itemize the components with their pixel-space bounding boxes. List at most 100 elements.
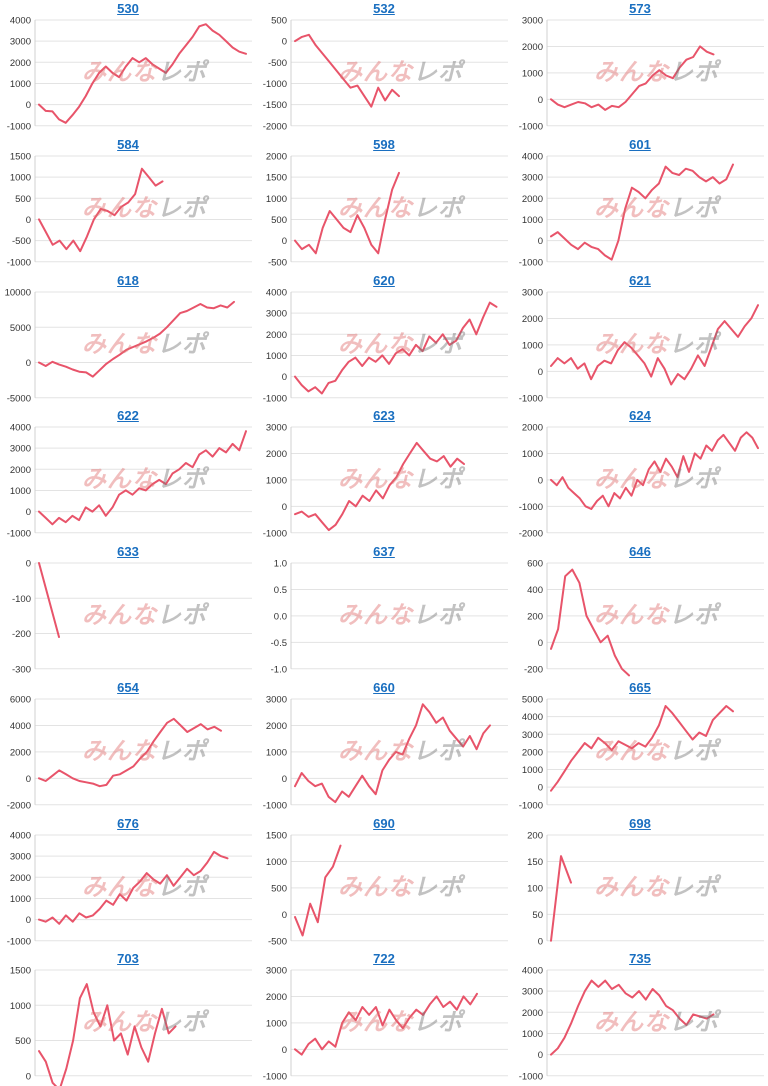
chart-title-link[interactable]: 703 [117, 951, 139, 967]
chart-title-link[interactable]: 622 [117, 408, 139, 424]
series-line [38, 983, 177, 1086]
y-tick-label: 0 [26, 1072, 31, 1083]
chart-title-link[interactable]: 530 [117, 1, 139, 16]
y-tick-label: -1000 [7, 121, 31, 132]
chart-title-link[interactable]: 584 [117, 136, 139, 152]
y-tick-label: 1000 [10, 1001, 31, 1012]
y-tick-label: 0 [282, 1045, 287, 1056]
chart-title-link[interactable]: 637 [373, 544, 395, 559]
chart-svg: -1000 0 1000 2000 3000 4000 [7, 423, 252, 540]
chart-title-link[interactable]: 646 [629, 544, 651, 559]
y-tick-label: 2000 [522, 194, 543, 205]
y-tick-label: 2000 [10, 58, 31, 69]
y-tick-label: 0 [538, 476, 543, 487]
y-tick-label: 1000 [266, 350, 287, 361]
chart-title-link[interactable]: 722 [373, 951, 395, 967]
y-tick-label: -1000 [7, 936, 31, 947]
chart-svg: -500 0 500 1000 1500 2000 [266, 151, 508, 268]
chart-title-link[interactable]: 660 [373, 679, 395, 695]
chart-panel: -1000 0 1000 2000 3000 621 みんなレポ [512, 272, 768, 408]
y-tick-label: 1000 [522, 215, 543, 226]
chart-panel: -1000 0 1000 2000 3000 573 みんなレポ [512, 0, 768, 136]
series-line [294, 844, 342, 936]
chart-panel: -1000 0 1000 2000 3000 4000 676 みんなレポ [0, 815, 256, 951]
y-tick-label: 1.0 [274, 559, 287, 570]
y-tick-label: 0 [26, 507, 31, 518]
chart-title-link[interactable]: 735 [629, 951, 651, 967]
chart-svg: -1000 0 1000 2000 3000 [263, 694, 508, 811]
chart-title-link[interactable]: 621 [629, 272, 651, 288]
chart-title-link[interactable]: 690 [373, 815, 395, 831]
chart-panel: -2000 -1500 -1000 -500 0 500 532 みんなレポ [256, 0, 512, 136]
y-tick-label: -1000 [519, 121, 543, 132]
chart-title-link[interactable]: 618 [117, 272, 139, 288]
y-tick-label: 3000 [522, 16, 543, 27]
y-tick-label: 4000 [522, 712, 543, 723]
chart-title-link[interactable]: 698 [629, 815, 651, 831]
chart-title-link[interactable]: 620 [373, 272, 395, 288]
y-tick-label: 2000 [522, 423, 543, 434]
y-tick-label: 1000 [10, 893, 31, 904]
y-tick-label: 3000 [266, 308, 287, 319]
chart-panel: -5000 0 5000 10000 618 みんなレポ [0, 272, 256, 408]
y-tick-label: 3000 [10, 444, 31, 455]
y-tick-label: 10000 [5, 287, 31, 298]
chart-panel: -1000 0 1000 2000 3000 4000 620 みんなレポ [256, 272, 512, 408]
chart-svg: -1.0 -0.5 0.0 0.5 1.0 [271, 559, 508, 675]
y-tick-label: 1000 [266, 476, 287, 487]
y-tick-label: 0 [26, 100, 31, 111]
y-tick-label: 4000 [10, 423, 31, 434]
y-tick-label: -1000 [263, 800, 287, 811]
y-tick-label: 0 [538, 936, 543, 947]
chart-panel: -1000 0 1000 2000 3000 660 みんなレポ [256, 679, 512, 815]
y-tick-label: 5000 [522, 694, 543, 705]
chart-title-link[interactable]: 623 [373, 408, 395, 424]
chart-title-link[interactable]: 601 [629, 136, 651, 152]
y-tick-label: 4000 [10, 830, 31, 841]
y-tick-label: 3000 [266, 694, 287, 705]
y-tick-label: 0 [538, 236, 543, 247]
y-tick-label: -1.0 [271, 664, 287, 675]
chart-title-link[interactable]: 573 [629, 1, 651, 16]
y-tick-label: 1500 [266, 172, 287, 183]
y-tick-label: 2000 [266, 992, 287, 1003]
y-tick-label: 0 [26, 358, 31, 369]
y-tick-label: 2000 [266, 329, 287, 340]
chart-title-link[interactable]: 598 [373, 136, 395, 152]
series-line [38, 167, 164, 252]
y-tick-label: 2000 [266, 449, 287, 460]
y-tick-label: 0 [26, 559, 31, 570]
chart-title-link[interactable]: 633 [117, 544, 139, 559]
series-line [38, 430, 247, 526]
y-tick-label: 500 [15, 194, 31, 205]
series-line [550, 979, 715, 1056]
chart-panel: -1000 -500 0 500 1000 1500 584 みんなレポ [0, 136, 256, 272]
chart-title-link[interactable]: 532 [373, 1, 395, 16]
y-tick-label: -1000 [7, 529, 31, 540]
y-tick-label: -1000 [519, 257, 543, 268]
y-tick-label: 1500 [10, 151, 31, 162]
chart-svg: -1000 0 1000 2000 3000 4000 [263, 287, 508, 404]
y-tick-label: 4000 [10, 721, 31, 732]
chart-panel: -300 -200 -100 0 633 みんなレポ [0, 543, 256, 679]
chart-title-link[interactable]: 624 [629, 408, 651, 424]
y-tick-label: 1000 [522, 340, 543, 351]
y-tick-label: -200 [524, 664, 543, 675]
y-tick-label: 0 [538, 366, 543, 377]
series-line [550, 568, 630, 677]
chart-title-link[interactable]: 654 [117, 679, 139, 695]
chart-svg: -1000 0 1000 2000 3000 4000 [7, 16, 252, 132]
y-tick-label: 0 [282, 236, 287, 247]
chart-svg: 0 500 1000 1500 [10, 966, 252, 1086]
chart-title-link[interactable]: 676 [117, 815, 139, 831]
series-line [550, 854, 572, 942]
series-line [38, 562, 60, 638]
chart-title-link[interactable]: 665 [629, 679, 651, 695]
chart-panel: -1000 0 1000 2000 3000 4000 622 みんなレポ [0, 407, 256, 543]
y-tick-label: 1000 [266, 194, 287, 205]
series-line [38, 850, 229, 925]
y-tick-label: -100 [12, 594, 31, 605]
series-line [294, 33, 400, 108]
chart-panel: -1000 0 1000 2000 3000 4000 735 みんなレポ [512, 950, 768, 1086]
chart-panel: -500 0 500 1000 1500 690 みんなレポ [256, 815, 512, 951]
